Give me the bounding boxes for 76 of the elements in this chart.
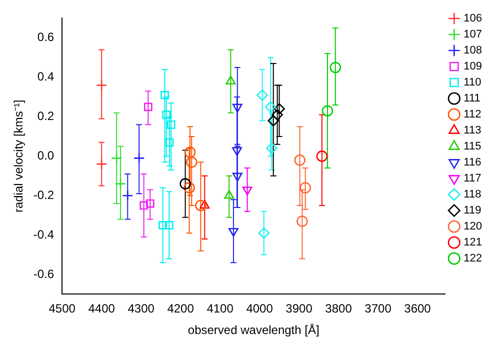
point	[224, 190, 234, 199]
point	[133, 152, 145, 164]
x-tick-label: 4100	[206, 302, 234, 316]
y-axis-title: radial velocity [kms⁻¹]	[12, 100, 26, 213]
point	[296, 216, 308, 227]
legend-label: 113	[464, 124, 482, 137]
point	[158, 221, 167, 230]
point	[164, 221, 174, 230]
point	[160, 90, 169, 100]
x-axis-title: observed wavelength [Å]	[188, 323, 320, 338]
point	[166, 120, 176, 129]
point	[232, 172, 242, 182]
legend-label: 115	[464, 140, 482, 153]
y-tick-label: 0.4	[37, 70, 54, 84]
point	[146, 199, 154, 208]
legend-label: 118	[464, 188, 482, 201]
point	[184, 182, 195, 194]
point	[316, 150, 328, 162]
x-tick-label: 3800	[325, 302, 352, 316]
point	[266, 142, 278, 154]
x-tick-label: 3900	[286, 302, 313, 316]
x-tick-label: 4000	[246, 302, 274, 316]
y-tick-label: 0.0	[37, 148, 54, 163]
point	[300, 182, 311, 194]
legend-label: 116	[464, 156, 482, 169]
point	[144, 102, 152, 112]
y-tick-label: -0.4	[33, 227, 54, 242]
point	[184, 146, 196, 158]
point	[226, 76, 236, 84]
point	[274, 103, 285, 115]
point	[96, 158, 108, 170]
point	[322, 105, 334, 117]
point	[232, 147, 242, 156]
point	[186, 156, 198, 168]
point	[165, 138, 174, 147]
x-tick-label: 4300	[128, 302, 155, 316]
point	[140, 201, 148, 210]
point	[114, 178, 126, 190]
y-tick-label: 0.6	[37, 30, 54, 44]
y-tick-label: -0.2	[33, 188, 54, 202]
legend-label: 117	[464, 172, 482, 185]
point	[268, 115, 280, 126]
legend-label: 111	[464, 92, 480, 105]
x-tick-label: 3700	[364, 302, 392, 316]
legend-label: 110	[464, 76, 482, 89]
point	[242, 186, 252, 196]
y-tick-label: -0.6	[33, 266, 54, 281]
legend-label: 119	[464, 204, 482, 217]
legend-label: 108	[464, 44, 482, 57]
x-tick-label: 4500	[48, 302, 76, 316]
legend-label: 120	[464, 220, 482, 233]
legend-label: 109	[464, 60, 482, 73]
legend-label: 121	[464, 236, 482, 249]
legend-label: 112	[464, 108, 482, 121]
point	[256, 89, 268, 101]
x-tick-label: 4200	[167, 302, 194, 316]
point	[195, 200, 206, 212]
point	[272, 109, 283, 120]
point	[110, 152, 122, 164]
point	[180, 178, 191, 190]
point	[258, 227, 270, 239]
point	[294, 154, 306, 166]
legend-label: 106	[464, 12, 482, 25]
x-tick-label: 3600	[404, 302, 432, 316]
x-tick-label: 4400	[88, 302, 116, 316]
point	[232, 104, 242, 113]
point	[228, 228, 238, 237]
point	[200, 200, 210, 209]
point	[264, 101, 276, 113]
point	[122, 190, 134, 202]
point	[96, 80, 108, 91]
legend-label: 122	[464, 252, 482, 265]
point	[330, 62, 342, 74]
legend-label: 107	[464, 28, 482, 41]
point	[162, 110, 171, 119]
y-tick-label: 0.2	[37, 109, 54, 124]
